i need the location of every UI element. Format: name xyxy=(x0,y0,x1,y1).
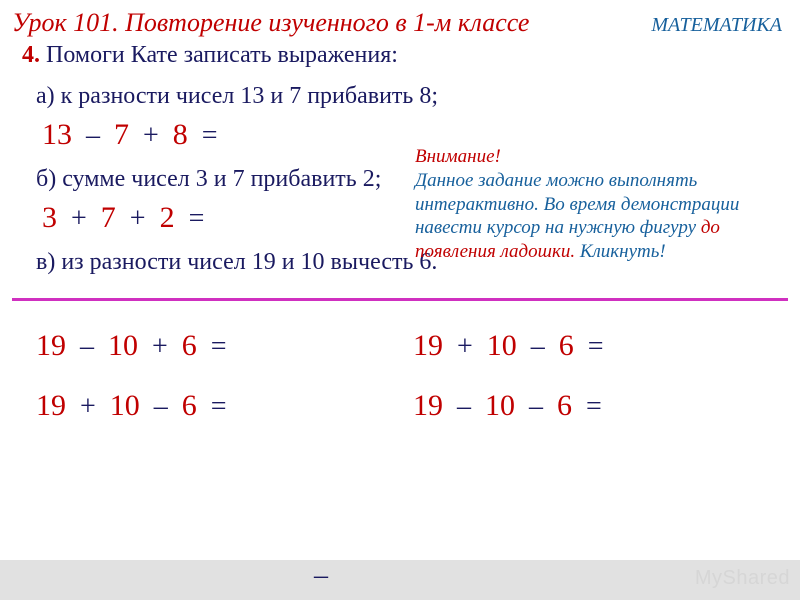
option-4[interactable]: 19 – 10 – 6 = xyxy=(413,389,764,423)
expr-token: 19 xyxy=(413,389,443,423)
expr-token: – xyxy=(80,331,94,363)
subject-label: МАТЕМАТИКА xyxy=(651,14,788,37)
header: Урок 101. Повторение изученного в 1-м кл… xyxy=(0,0,800,38)
attention-heading: Внимание! xyxy=(415,146,501,167)
expr-token: 6 xyxy=(182,389,197,423)
stray-dash: – xyxy=(314,560,328,592)
expr-token: – xyxy=(154,391,168,423)
expr-token: 10 xyxy=(487,329,517,363)
expr-token: = xyxy=(202,120,218,152)
lesson-title: Урок 101. Повторение изученного в 1-м кл… xyxy=(12,8,529,38)
option-1[interactable]: 19 – 10 + 6 = xyxy=(36,329,387,363)
expr-token: = xyxy=(586,391,602,423)
options-grid: 19 – 10 + 6 = 19 + 10 – 6 = 19 + 10 – 6 … xyxy=(0,301,800,423)
expr-token: 8 xyxy=(173,118,188,152)
watermark: MyShared xyxy=(695,567,790,590)
expr-token: 6 xyxy=(557,389,572,423)
expr-token: + xyxy=(130,203,146,235)
task-intro: 4. Помоги Кате записать выражения: xyxy=(0,38,800,79)
attention-note: Внимание! Данное задание можно выполнять… xyxy=(415,145,775,264)
expr-token: + xyxy=(71,203,87,235)
expr-token: 6 xyxy=(182,329,197,363)
expr-token: = xyxy=(211,331,227,363)
expr-token: + xyxy=(152,331,168,363)
expr-token: 19 xyxy=(413,329,443,363)
expr-token: + xyxy=(457,331,473,363)
expr-token: = xyxy=(189,203,205,235)
option-2[interactable]: 19 + 10 – 6 = xyxy=(413,329,764,363)
expr-token: 10 xyxy=(485,389,515,423)
attention-text-tail: Кликнуть! xyxy=(575,241,666,262)
task-intro-text: Помоги Кате записать выражения: xyxy=(40,42,398,68)
expr-token: 7 xyxy=(101,201,116,235)
expr-token: = xyxy=(588,331,604,363)
expr-token: + xyxy=(143,120,159,152)
expr-token: – xyxy=(86,120,100,152)
content: а) к разности чисел 13 и 7 прибавить 8; … xyxy=(0,83,800,276)
expr-token: 10 xyxy=(108,329,138,363)
subtask-a-text: а) к разности чисел 13 и 7 прибавить 8; xyxy=(36,83,764,110)
expr-token: + xyxy=(80,391,96,423)
option-3[interactable]: 19 + 10 – 6 = xyxy=(36,389,387,423)
attention-text: Данное задание можно выполнять интеракти… xyxy=(415,170,739,239)
expr-token: – xyxy=(457,391,471,423)
task-number: 4. xyxy=(22,42,40,68)
expr-token: 13 xyxy=(42,118,72,152)
expr-token: = xyxy=(211,391,227,423)
expr-token: 3 xyxy=(42,201,57,235)
expr-token: 19 xyxy=(36,389,66,423)
expr-token: – xyxy=(531,331,545,363)
footer-band xyxy=(0,560,800,600)
expr-token: – xyxy=(529,391,543,423)
expr-token: 7 xyxy=(114,118,129,152)
expr-token: 10 xyxy=(110,389,140,423)
expr-token: 2 xyxy=(160,201,175,235)
expr-token: 19 xyxy=(36,329,66,363)
expr-token: 6 xyxy=(559,329,574,363)
